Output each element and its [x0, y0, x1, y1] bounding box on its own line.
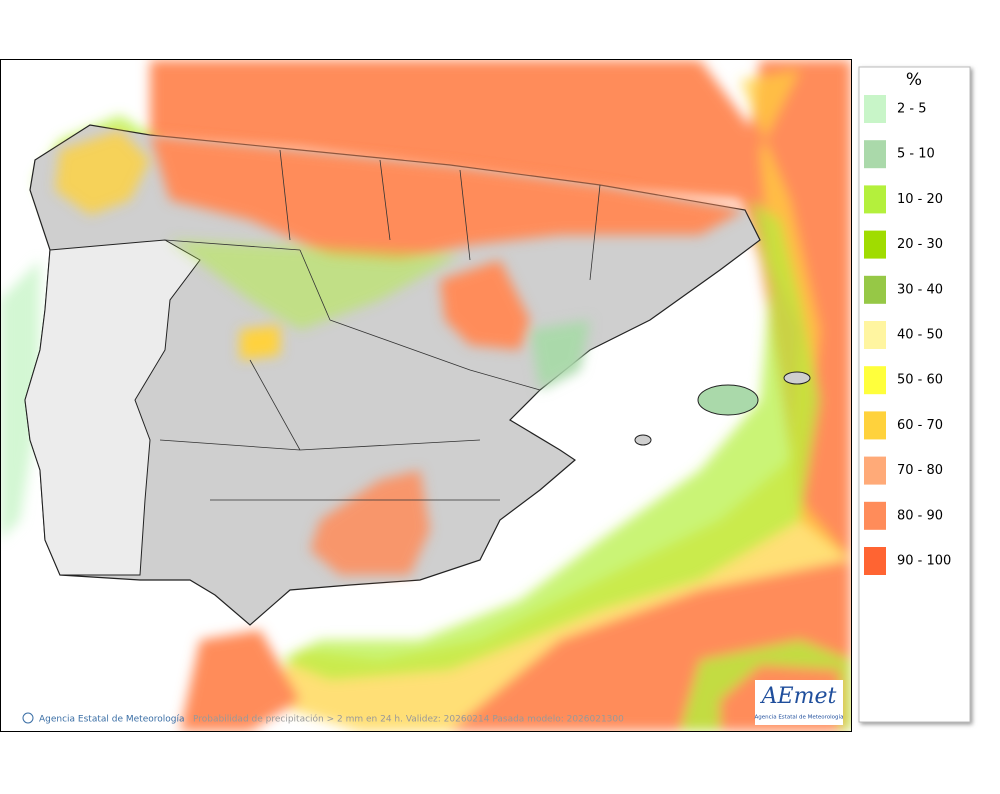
- logo-box: [755, 680, 843, 725]
- logo-subtitle: Agencia Estatal de Meteorología: [755, 714, 844, 721]
- legend-swatch: [864, 411, 886, 440]
- legend-label: 70 - 80: [897, 463, 943, 478]
- legend-label: 60 - 70: [897, 418, 943, 433]
- logo: AEmet Agencia Estatal de Meteorología: [755, 680, 844, 725]
- map-frame: [0, 59, 852, 732]
- legend-label: 40 - 50: [897, 328, 943, 343]
- legend-label: 50 - 60: [897, 373, 943, 388]
- legend-label: 90 - 100: [897, 554, 951, 569]
- legend: % 2 - 5 5 - 10 10 - 20 20 - 30 30 - 40 40 - 5…: [858, 66, 971, 723]
- map: [1, 60, 851, 731]
- caption: Probabilidad de precipitación > 2 mm en …: [193, 714, 624, 725]
- copyright-icon: [22, 712, 34, 724]
- legend-box: [858, 66, 971, 723]
- legend-swatch: [864, 140, 886, 169]
- logo-name: AEmet: [760, 684, 837, 709]
- legend-swatch: [864, 321, 886, 349]
- legend-label: 20 - 30: [897, 237, 943, 252]
- legend-title: %: [906, 70, 922, 90]
- legend-swatch: [864, 366, 886, 395]
- credit: Agencia Estatal de Meteorología: [39, 715, 185, 725]
- legend-swatch: [864, 456, 886, 485]
- legend-label: 5 - 10: [897, 147, 935, 162]
- legend-swatch: [864, 547, 886, 575]
- legend-swatch: [864, 501, 886, 530]
- legend-label: 80 - 90: [897, 508, 943, 523]
- legend-label: 30 - 40: [897, 282, 943, 297]
- legend-label: 10 - 20: [897, 192, 943, 207]
- legend-swatch: [864, 95, 886, 123]
- legend-label: 2 - 5: [897, 102, 927, 117]
- legend-swatch: [864, 185, 886, 214]
- legend-swatch: [864, 275, 886, 304]
- legend-swatch: [864, 230, 886, 259]
